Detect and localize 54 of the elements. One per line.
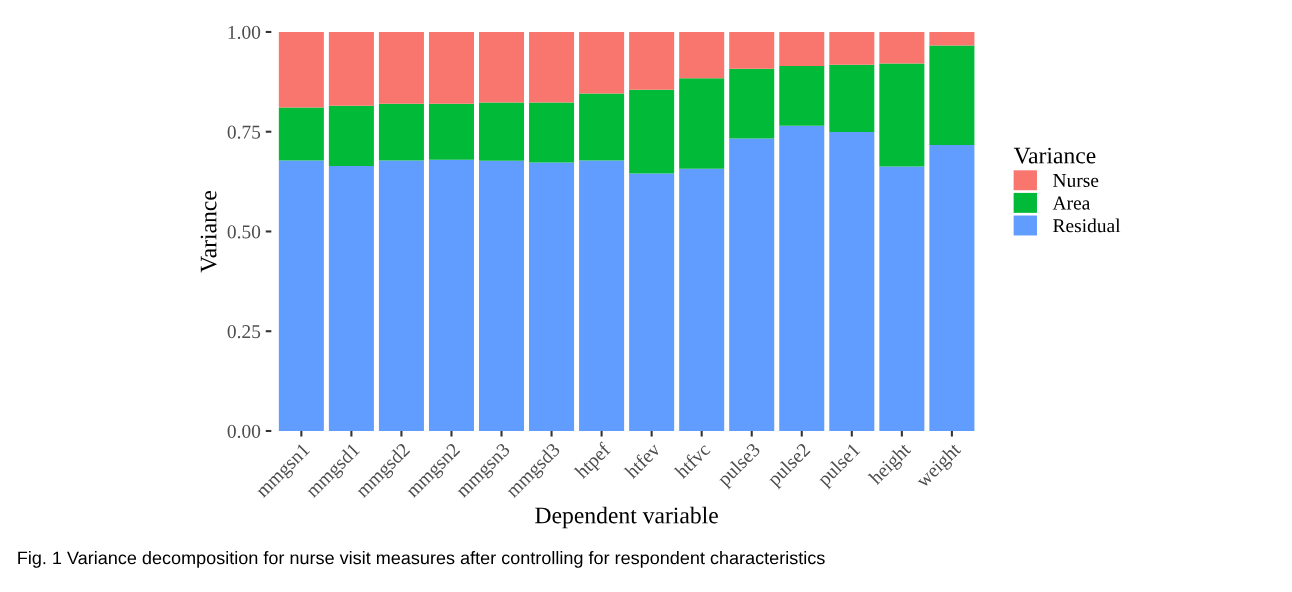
bar	[529, 31, 575, 103]
bar	[679, 78, 725, 169]
bar	[929, 144, 975, 431]
bar	[428, 159, 474, 431]
bar	[879, 63, 925, 167]
bar	[579, 31, 625, 94]
caption: Fig. 1 Variance decomposition for nurse visit measures after controlling for respondent characteristics	[18, 551, 825, 568]
bar	[629, 173, 675, 431]
legend-title: Variance	[1013, 147, 1096, 164]
bar	[779, 65, 825, 126]
bar	[529, 102, 575, 163]
bar	[729, 138, 775, 431]
y-tick-label: 0.25	[227, 325, 261, 339]
bar	[479, 160, 525, 431]
bar	[729, 68, 775, 139]
bar	[328, 105, 374, 167]
bar	[829, 64, 875, 133]
bar	[278, 107, 324, 161]
bar	[278, 160, 324, 431]
bar	[879, 31, 925, 64]
bar	[929, 45, 975, 145]
x-axis-title: Dependent variable	[535, 506, 718, 529]
bar	[779, 125, 825, 431]
bar	[278, 31, 324, 108]
legend-label: Area	[1052, 196, 1091, 210]
bar	[479, 102, 525, 161]
y-tick-label: 0.75	[227, 125, 261, 139]
bar	[328, 31, 374, 106]
y-tick-label: 0.00	[227, 424, 261, 438]
bar	[328, 166, 374, 431]
bar	[479, 31, 525, 103]
bar	[629, 31, 675, 90]
bar	[779, 31, 825, 66]
bar	[529, 162, 575, 431]
bar	[879, 166, 925, 431]
bar	[679, 168, 725, 431]
bar	[428, 103, 474, 160]
bar	[929, 31, 975, 46]
bar	[378, 103, 424, 161]
bar	[829, 132, 875, 431]
bar	[679, 31, 725, 79]
legend-label: Residual	[1053, 218, 1121, 233]
bar	[629, 89, 675, 174]
bar	[729, 31, 775, 69]
bar	[829, 31, 875, 65]
bar	[579, 93, 625, 161]
y-tick-label: 1.00	[228, 25, 261, 39]
bar	[579, 160, 625, 431]
bar	[428, 31, 474, 104]
bar	[378, 160, 424, 431]
bar	[378, 31, 424, 104]
y-tick-label: 0.50	[227, 225, 261, 239]
legend-label: Nurse	[1053, 174, 1099, 188]
y-axis-title: Variance	[200, 191, 217, 273]
